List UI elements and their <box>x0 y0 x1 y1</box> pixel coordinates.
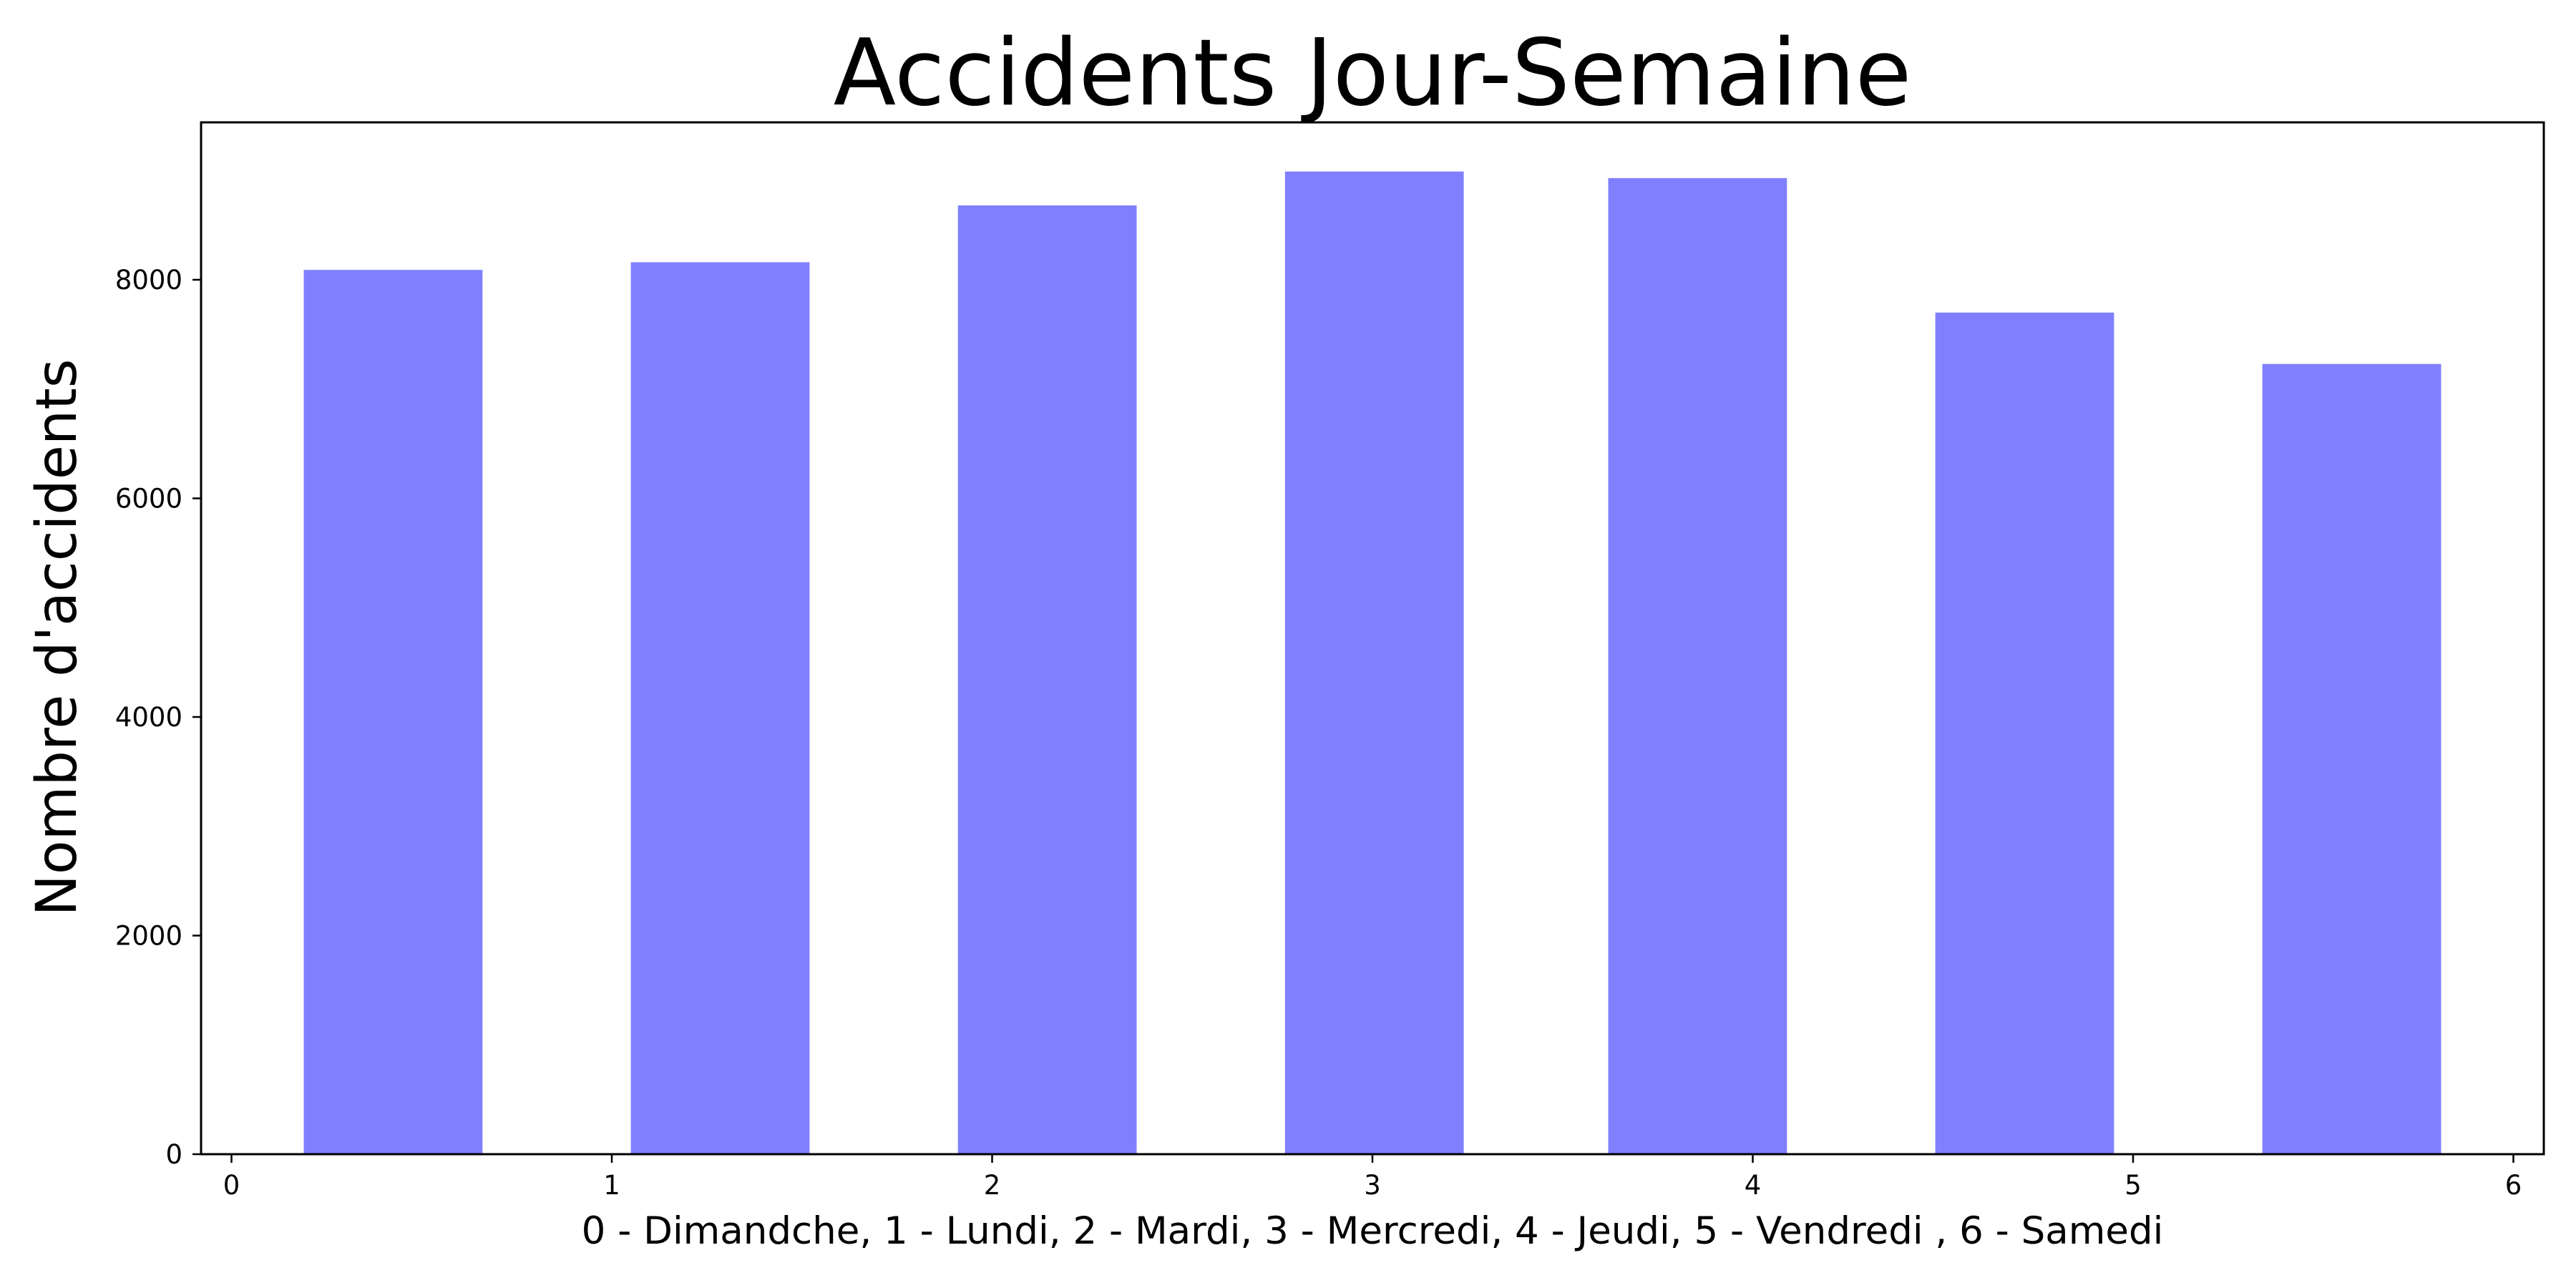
y-tick-label: 6000 <box>115 483 182 514</box>
x-tick-label: 4 <box>1745 1170 1762 1201</box>
bar-5 <box>1935 312 2114 1154</box>
x-tick-label: 2 <box>984 1170 1001 1201</box>
plot-area-frame <box>200 121 2545 1156</box>
x-axis-label: 0 - Dimandche, 1 - Lundi, 2 - Mardi, 3 -… <box>582 1209 2164 1253</box>
x-tick-label: 6 <box>2505 1170 2522 1201</box>
y-axis-ticks: 0 2000 4000 6000 8000 <box>115 265 201 1170</box>
bar-0 <box>303 270 483 1155</box>
bar-3 <box>1284 171 1464 1155</box>
bar-2 <box>957 205 1137 1155</box>
y-axis-label: Nombre d'accidents <box>25 358 89 916</box>
bar-6 <box>2262 364 2441 1155</box>
x-tick-label: 1 <box>603 1170 620 1201</box>
bar-1 <box>630 262 810 1154</box>
y-tick-label: 8000 <box>115 265 182 296</box>
x-tick-label: 3 <box>1364 1170 1381 1201</box>
chart-title: Accidents Jour-Semaine <box>834 20 1912 127</box>
bars-group <box>303 171 2441 1155</box>
x-tick-label: 0 <box>223 1170 240 1201</box>
x-axis-ticks: 0 1 2 3 4 5 6 <box>223 1154 2522 1201</box>
y-tick-label: 0 <box>165 1139 182 1170</box>
x-tick-label: 5 <box>2124 1170 2142 1201</box>
bar-4 <box>1608 177 1787 1154</box>
y-tick-label: 2000 <box>115 920 182 951</box>
y-tick-label: 4000 <box>115 702 182 733</box>
